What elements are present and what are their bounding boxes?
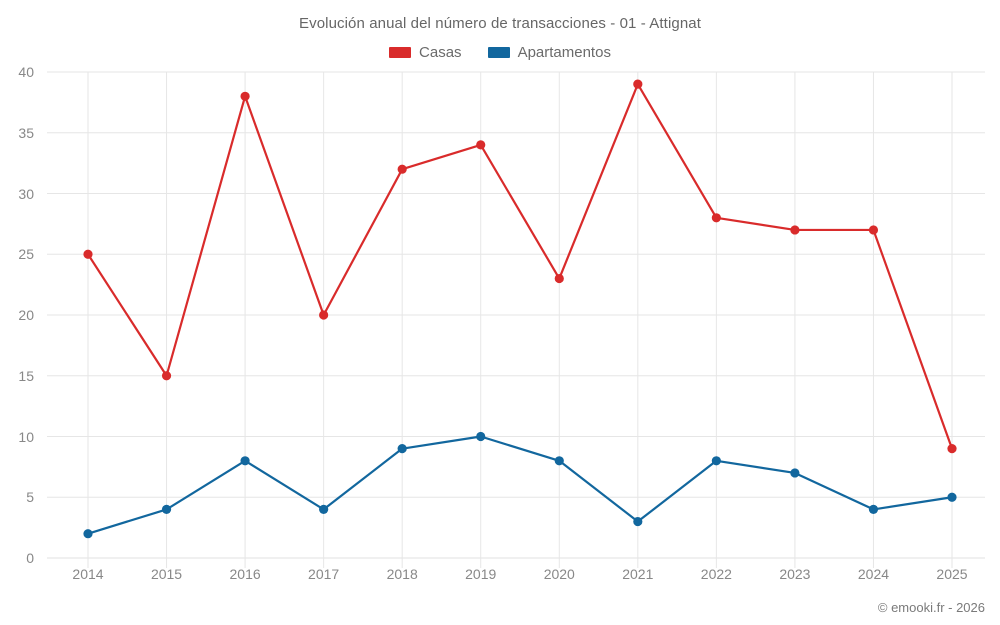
x-tick-label: 2017 [308, 566, 340, 582]
y-tick-label: 40 [18, 64, 34, 80]
legend-swatch-apartamentos [487, 47, 510, 58]
y-tick-label: 10 [18, 428, 34, 445]
series-markers [83, 79, 957, 539]
x-tick-label: 2015 [150, 566, 183, 582]
x-tick-label: 2024 [857, 566, 890, 582]
legend-item-apartamentos[interactable]: Apartamentos [487, 44, 611, 61]
x-tick-label: 2021 [622, 566, 654, 582]
y-tick-label: 35 [18, 124, 34, 141]
x-tick-label: 2018 [386, 566, 418, 582]
legend-item-casas[interactable]: Casas [389, 44, 462, 61]
gridlines-vertical [87, 72, 953, 568]
y-tick-label: 15 [18, 367, 34, 384]
y-tick-label: 0 [26, 550, 34, 566]
chart-legend: Casas Apartamentos [0, 44, 1000, 61]
x-tick-label: 2016 [229, 566, 261, 582]
y-tick-label: 30 [18, 185, 34, 202]
x-tick-label: 2025 [936, 566, 968, 582]
y-tick-label: 5 [26, 489, 34, 506]
y-tick-label: 20 [18, 307, 34, 323]
x-tick-label: 2014 [72, 566, 104, 582]
legend-label-apartamentos: Apartamentos [517, 44, 611, 61]
gridlines-horizontal [47, 71, 985, 559]
x-tick-label: 2023 [779, 566, 811, 582]
series-lines [86, 83, 954, 535]
y-tick-label: 25 [18, 246, 34, 263]
x-tick-label: 2019 [465, 566, 497, 582]
legend-swatch-casas [389, 47, 412, 58]
chart-title: Evolución anual del número de transaccio… [299, 15, 701, 32]
x-tick-label: 2020 [543, 566, 575, 582]
legend-label-casas: Casas [419, 44, 462, 61]
footer-credit: © emooki.fr - 2026 [877, 600, 985, 615]
x-tick-label: 2022 [700, 566, 732, 582]
